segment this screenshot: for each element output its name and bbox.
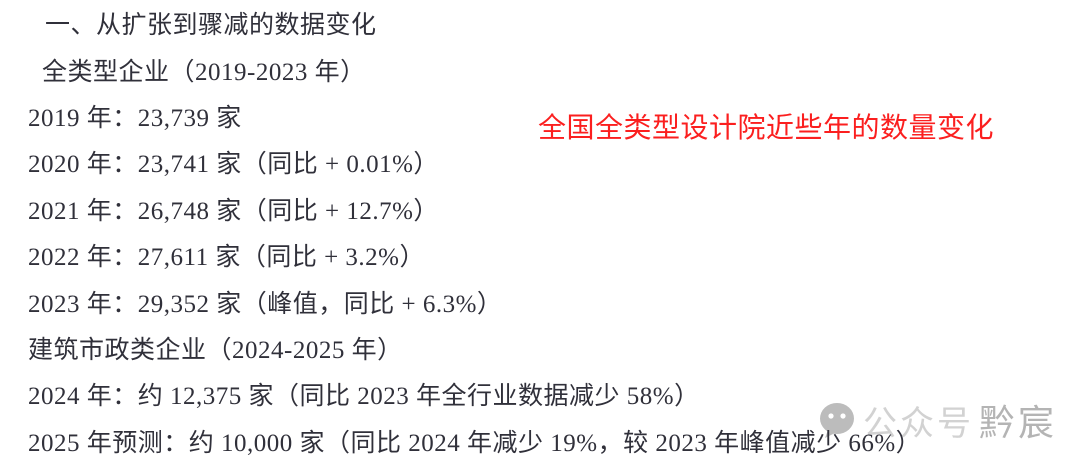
stat-line-2023: 2023 年：29,352 家（峰值，同比 + 6.3%） bbox=[28, 290, 503, 318]
wechat-icon bbox=[816, 399, 858, 441]
watermark-label: 公众号 bbox=[863, 404, 974, 443]
section-heading: 一、从扩张到骤减的数据变化 bbox=[45, 12, 377, 40]
stat-line-2020: 2020 年：23,741 家（同比 + 0.01%） bbox=[28, 151, 439, 179]
stat-line-2022: 2022 年：27,611 家（同比 + 3.2%） bbox=[28, 244, 425, 272]
stat-line-2025-forecast: 2025 年预测：约 10,000 家（同比 2024 年减少 19%，较 20… bbox=[28, 429, 922, 457]
subsection-title-all-types: 全类型企业（2019-2023 年） bbox=[42, 58, 366, 86]
red-annotation-text: 全国全类型设计院近些年的数量变化 bbox=[538, 112, 995, 143]
document-body: 一、从扩张到骤减的数据变化 全类型企业（2019-2023 年） 2019 年：… bbox=[28, 0, 1080, 464]
subsection-title-construction: 建筑市政类企业（2024-2025 年） bbox=[28, 336, 403, 364]
stat-line-2021: 2021 年：26,748 家（同比 + 12.7%） bbox=[28, 197, 439, 225]
stat-line-2019: 2019 年：23,739 家 bbox=[28, 104, 242, 132]
wechat-watermark: 公众号 黔宸 bbox=[816, 394, 1057, 446]
watermark-account-name: 黔宸 bbox=[979, 402, 1058, 443]
stat-line-2024: 2024 年：约 12,375 家（同比 2023 年全行业数据减少 58%） bbox=[28, 383, 700, 411]
